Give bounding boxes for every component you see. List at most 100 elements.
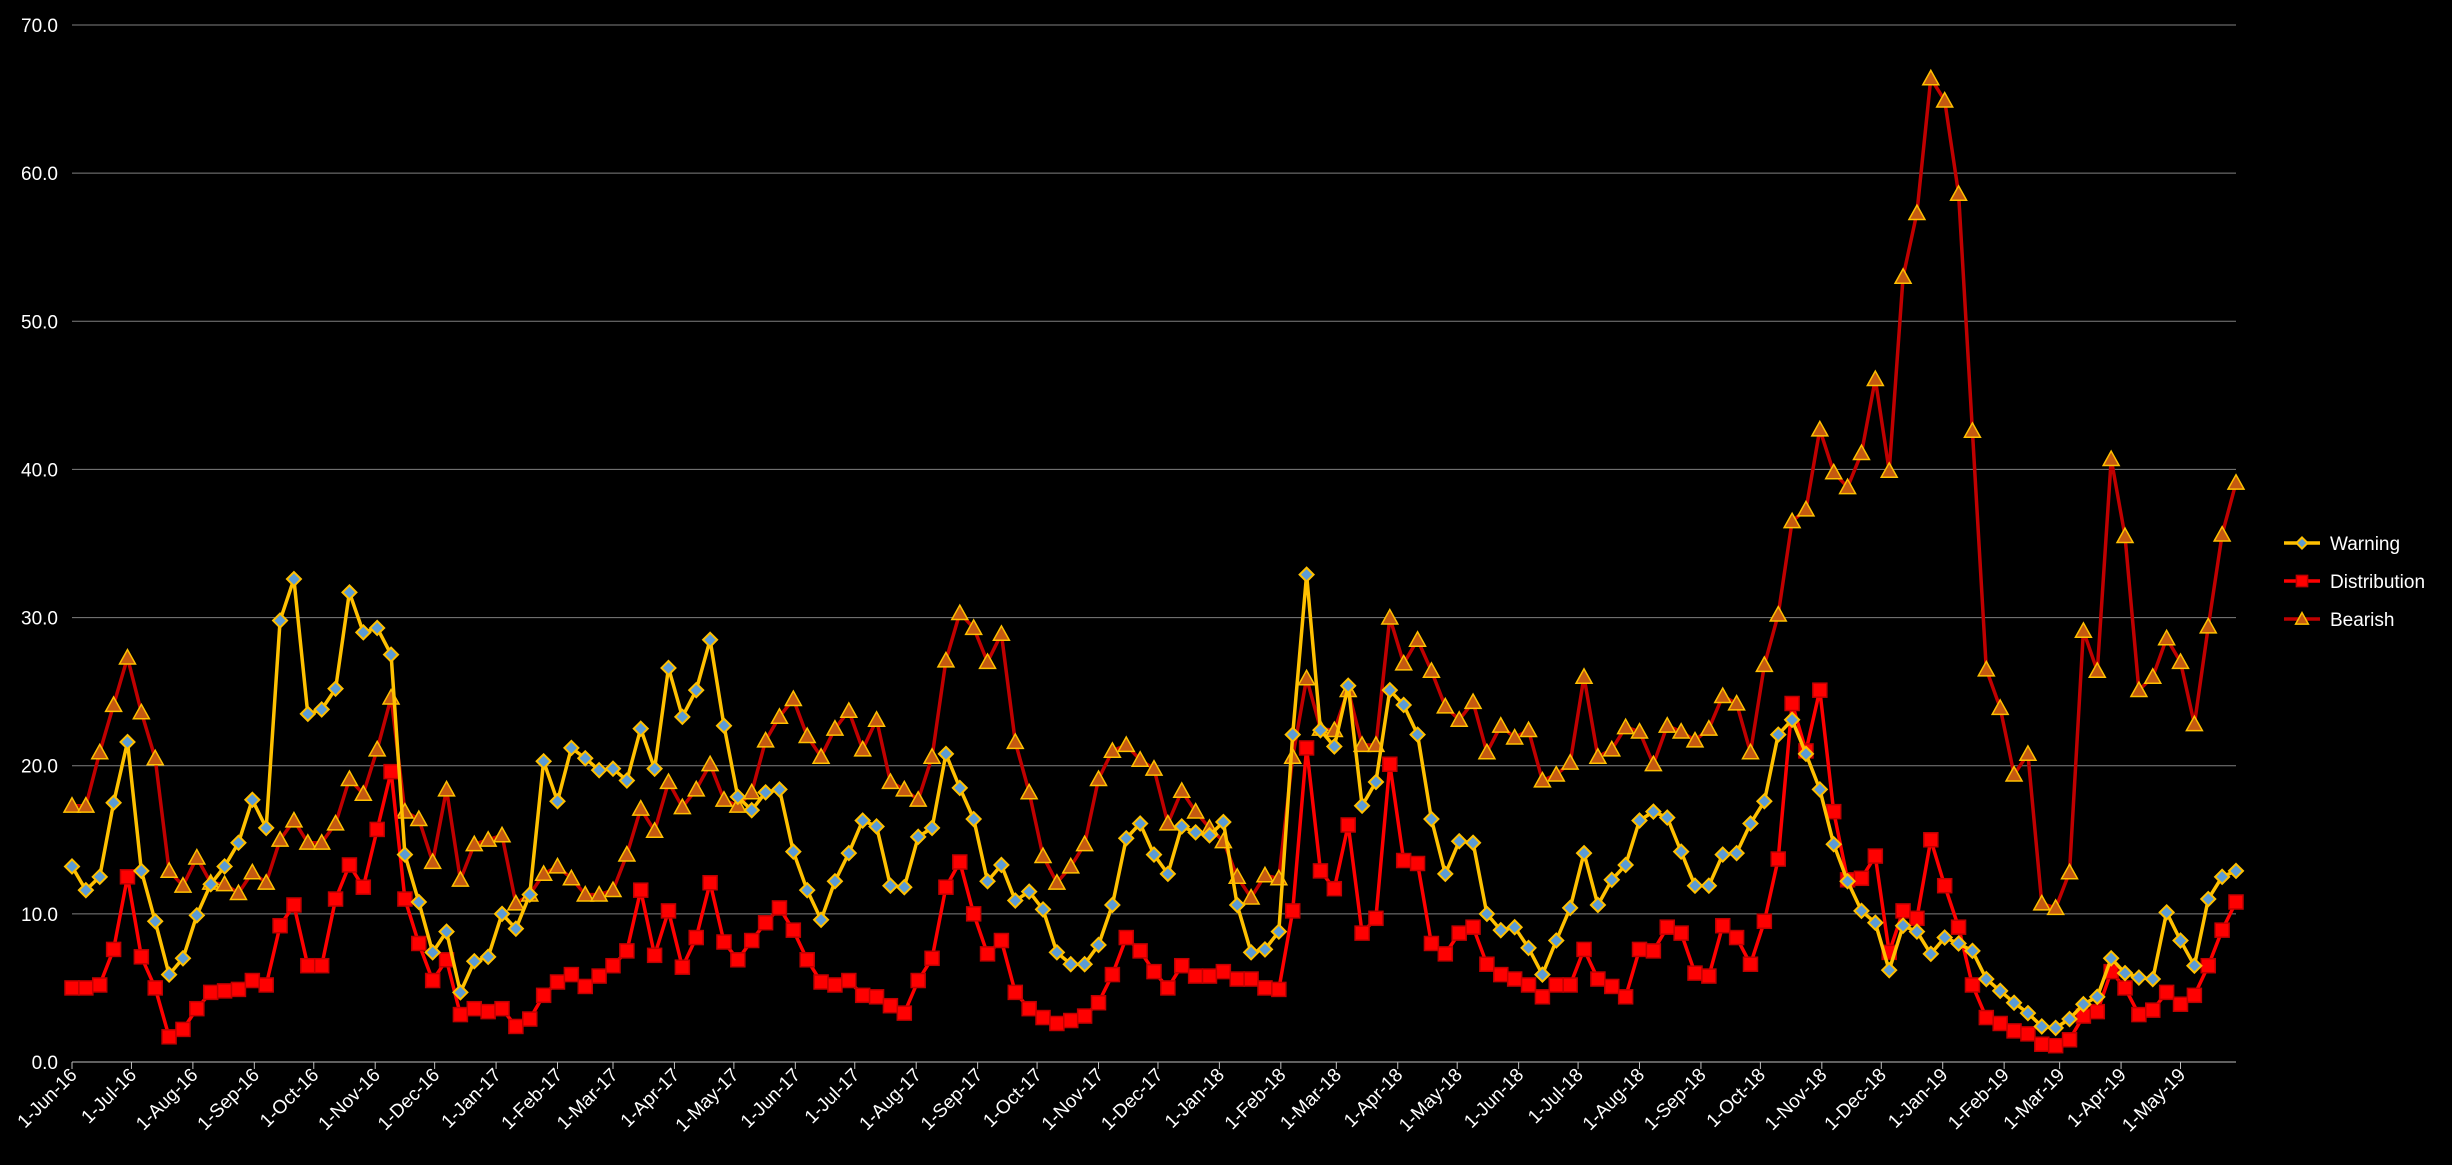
distribution-point [1701, 968, 1717, 984]
distribution-point [1604, 978, 1620, 995]
warning-point [507, 920, 525, 938]
warning-point [341, 583, 358, 601]
bearish-point [1852, 443, 1871, 461]
distribution-point [1007, 984, 1024, 1001]
warning-point [535, 752, 553, 770]
warning-point [743, 801, 761, 819]
warning-point [1492, 921, 1510, 939]
distribution-point [1992, 1015, 2008, 1032]
warning-point [230, 834, 247, 852]
bearish-point [243, 862, 262, 880]
bearish-point [1657, 716, 1677, 733]
bearish-point [756, 730, 775, 748]
bearish-point [1241, 888, 1261, 905]
warning-point [1728, 844, 1746, 862]
bearish-point [1491, 716, 1511, 733]
bearish-point [1741, 742, 1760, 760]
warning-point [1658, 809, 1676, 826]
bearish-point [145, 748, 165, 766]
distribution-point [605, 957, 621, 974]
distribution-point [1284, 903, 1301, 919]
warning-point [1811, 781, 1829, 798]
warning-point [1700, 877, 1718, 895]
warning-point [562, 739, 580, 757]
warning-point [951, 779, 969, 797]
bearish-point [1588, 747, 1608, 764]
bearish-point [1033, 846, 1053, 864]
bearish-point [409, 809, 429, 827]
warning-point [1908, 923, 1926, 941]
distribution-point [813, 974, 829, 990]
warning-point [1131, 815, 1149, 832]
distribution-point [674, 959, 691, 975]
bearish-point [2088, 661, 2107, 679]
warning-point [1034, 900, 1052, 918]
warning-point [1312, 721, 1329, 739]
distribution-point [494, 1000, 510, 1017]
bearish-point [104, 695, 123, 713]
bearish-point [1436, 696, 1455, 714]
y-tick-label: 40.0 [21, 460, 58, 481]
bearish-point [423, 852, 442, 870]
warning-point [438, 923, 455, 941]
series-distribution [64, 682, 2244, 1054]
bearish-point [2143, 667, 2163, 684]
bearish-point [1519, 720, 1538, 738]
bearish-point [1879, 461, 1899, 479]
warning-point [1853, 902, 1870, 920]
warning-point [368, 619, 386, 637]
distribution-point [1243, 971, 1259, 987]
warning-point [188, 906, 206, 924]
y-tick-label: 0.0 [32, 1053, 58, 1074]
bearish-point [1616, 717, 1635, 735]
warning-point [1839, 872, 1857, 890]
bearish-point [908, 790, 928, 807]
warning-point [1062, 955, 1080, 973]
warning-point [826, 872, 844, 890]
bearish-point [645, 821, 664, 839]
bearish-point [132, 702, 151, 720]
warning-point [410, 893, 428, 911]
warning-point [160, 966, 178, 984]
warning-point [1298, 566, 1316, 584]
warning-point [396, 846, 414, 864]
distribution-point [1271, 981, 1287, 998]
distribution-point [1173, 957, 1190, 974]
warning-point [1603, 871, 1621, 889]
distribution-point [105, 941, 122, 958]
distribution-point [535, 987, 552, 1004]
legend-label: Bearish [2330, 610, 2394, 631]
bearish-point [700, 754, 720, 772]
warning-point [1783, 711, 1801, 729]
bearish-point [1116, 735, 1136, 753]
warning-point [2047, 1019, 2065, 1037]
y-tick-label: 30.0 [21, 609, 58, 630]
distribution-point [1812, 682, 1828, 698]
warning-point [1797, 745, 1815, 763]
warning-point [757, 783, 775, 801]
distribution-point [1257, 980, 1273, 996]
legend-item-bearish: Bearish [2284, 610, 2394, 631]
warning-point [2061, 1010, 2078, 1028]
series-warning [63, 566, 2245, 1037]
warning-point [618, 772, 636, 789]
bearish-point [2046, 898, 2065, 916]
distribution-point [1090, 994, 1107, 1011]
y-tick-label: 70.0 [21, 16, 58, 37]
bearish-point [867, 710, 886, 727]
distribution-point [2200, 957, 2217, 974]
distribution-point [2020, 1026, 2036, 1042]
warning-point [91, 868, 109, 886]
warning-point [1076, 955, 1094, 973]
y-tick-label: 20.0 [21, 757, 58, 778]
warning-point [1478, 905, 1496, 923]
warning-point [549, 792, 566, 810]
distribution-point [1451, 925, 1467, 941]
distribution-point [1298, 740, 1315, 756]
distribution-point [882, 997, 899, 1014]
distribution-point [1895, 903, 1911, 919]
warning-point [1617, 856, 1635, 874]
bearish-point [256, 873, 276, 890]
bearish-point [76, 796, 96, 813]
